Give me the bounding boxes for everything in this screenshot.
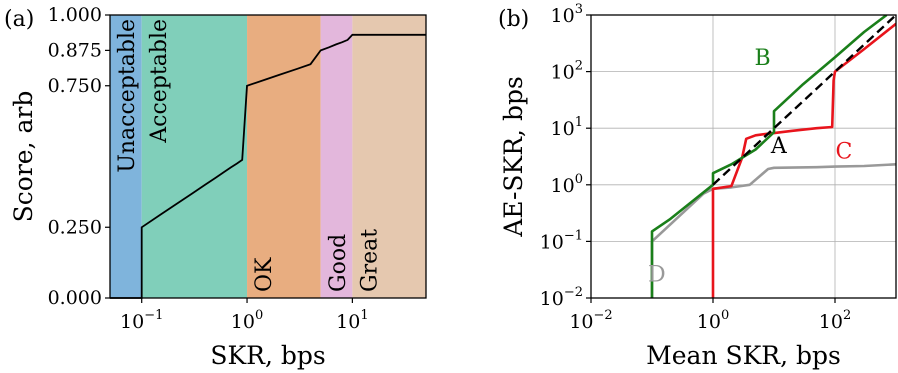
y-tick-label: 101 (551, 115, 583, 140)
x-tick-label: 10−1 (120, 308, 163, 333)
zone-great (352, 15, 426, 298)
score-line (110, 33, 426, 299)
y-tick-label: 10−1 (540, 228, 583, 253)
y-tick-label: 1.000 (48, 4, 102, 26)
series-line-b (650, 15, 888, 298)
panel-a: Unacceptable Acceptable OK Good Great 10−1 100… (4, 4, 427, 370)
zone-label-good: Good (326, 234, 351, 292)
y-tick-label: 0.875 (48, 39, 102, 61)
zone-ok (247, 15, 321, 298)
series-label-d: D (648, 263, 666, 288)
y-axis-label: Score, arb (9, 91, 38, 223)
panel-label: (b) (498, 7, 529, 32)
series-label-b: B (755, 46, 771, 71)
series-line-d (650, 163, 896, 298)
y-tick-label: 103 (551, 2, 583, 27)
zone-unacceptable (110, 15, 142, 298)
plot-frame-b (590, 14, 897, 299)
series-label-c: C (835, 140, 852, 165)
x-tick-label: 101 (336, 308, 368, 333)
x-axis-label: Mean SKR, bps (646, 341, 841, 370)
x-tick-label: 102 (819, 308, 851, 333)
plot-frame-a (109, 14, 427, 299)
y-tick-label: 0.000 (48, 287, 102, 309)
x-axis-label: SKR, bps (210, 341, 325, 370)
y-tick-label: 102 (551, 59, 583, 84)
panel-label: (a) (4, 7, 34, 32)
series-label-a: A (770, 134, 788, 159)
x-tick-label: 100 (697, 308, 729, 333)
panel-b: A B C D 10−2 100 102 10−2 10−1 100 101 102 103 Mean S… (498, 2, 897, 370)
zone-good (320, 15, 353, 298)
x-tick-label: 10−2 (569, 308, 612, 333)
y-tick-label: 10−2 (540, 285, 583, 310)
zone-label-unacceptable: Unacceptable (115, 19, 140, 173)
y-tick-label: 100 (551, 172, 583, 197)
y-tick-label: 0.750 (48, 75, 102, 97)
zone-label-acceptable: Acceptable (147, 19, 172, 144)
zone-label-great: Great (358, 229, 383, 292)
x-tick-label: 100 (231, 308, 263, 333)
zone-acceptable (141, 15, 248, 298)
zone-label-ok: OK (252, 257, 277, 292)
y-axis-label: AE-SKR, bps (499, 76, 528, 238)
y-tick-label: 0.250 (48, 216, 102, 238)
